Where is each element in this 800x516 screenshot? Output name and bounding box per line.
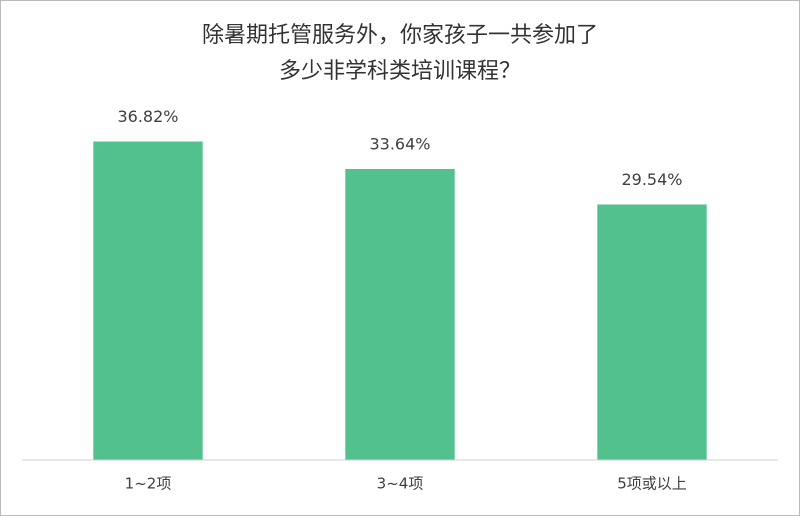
x-tick-label: 5项或以上 <box>617 475 687 493</box>
x-tick-label: 1~2项 <box>125 475 172 493</box>
bar <box>345 169 455 460</box>
chart-title-line: 多少非学科类培训课程？ <box>279 59 521 84</box>
chart-title-line: 除暑期托管服务外，你家孩子一共参加了 <box>202 23 598 48</box>
value-label: 29.54% <box>621 170 682 189</box>
value-label: 33.64% <box>369 135 430 154</box>
bar <box>93 141 203 460</box>
x-tick-label: 3~4项 <box>377 475 424 493</box>
bar <box>597 204 707 460</box>
value-label: 36.82% <box>117 107 178 126</box>
